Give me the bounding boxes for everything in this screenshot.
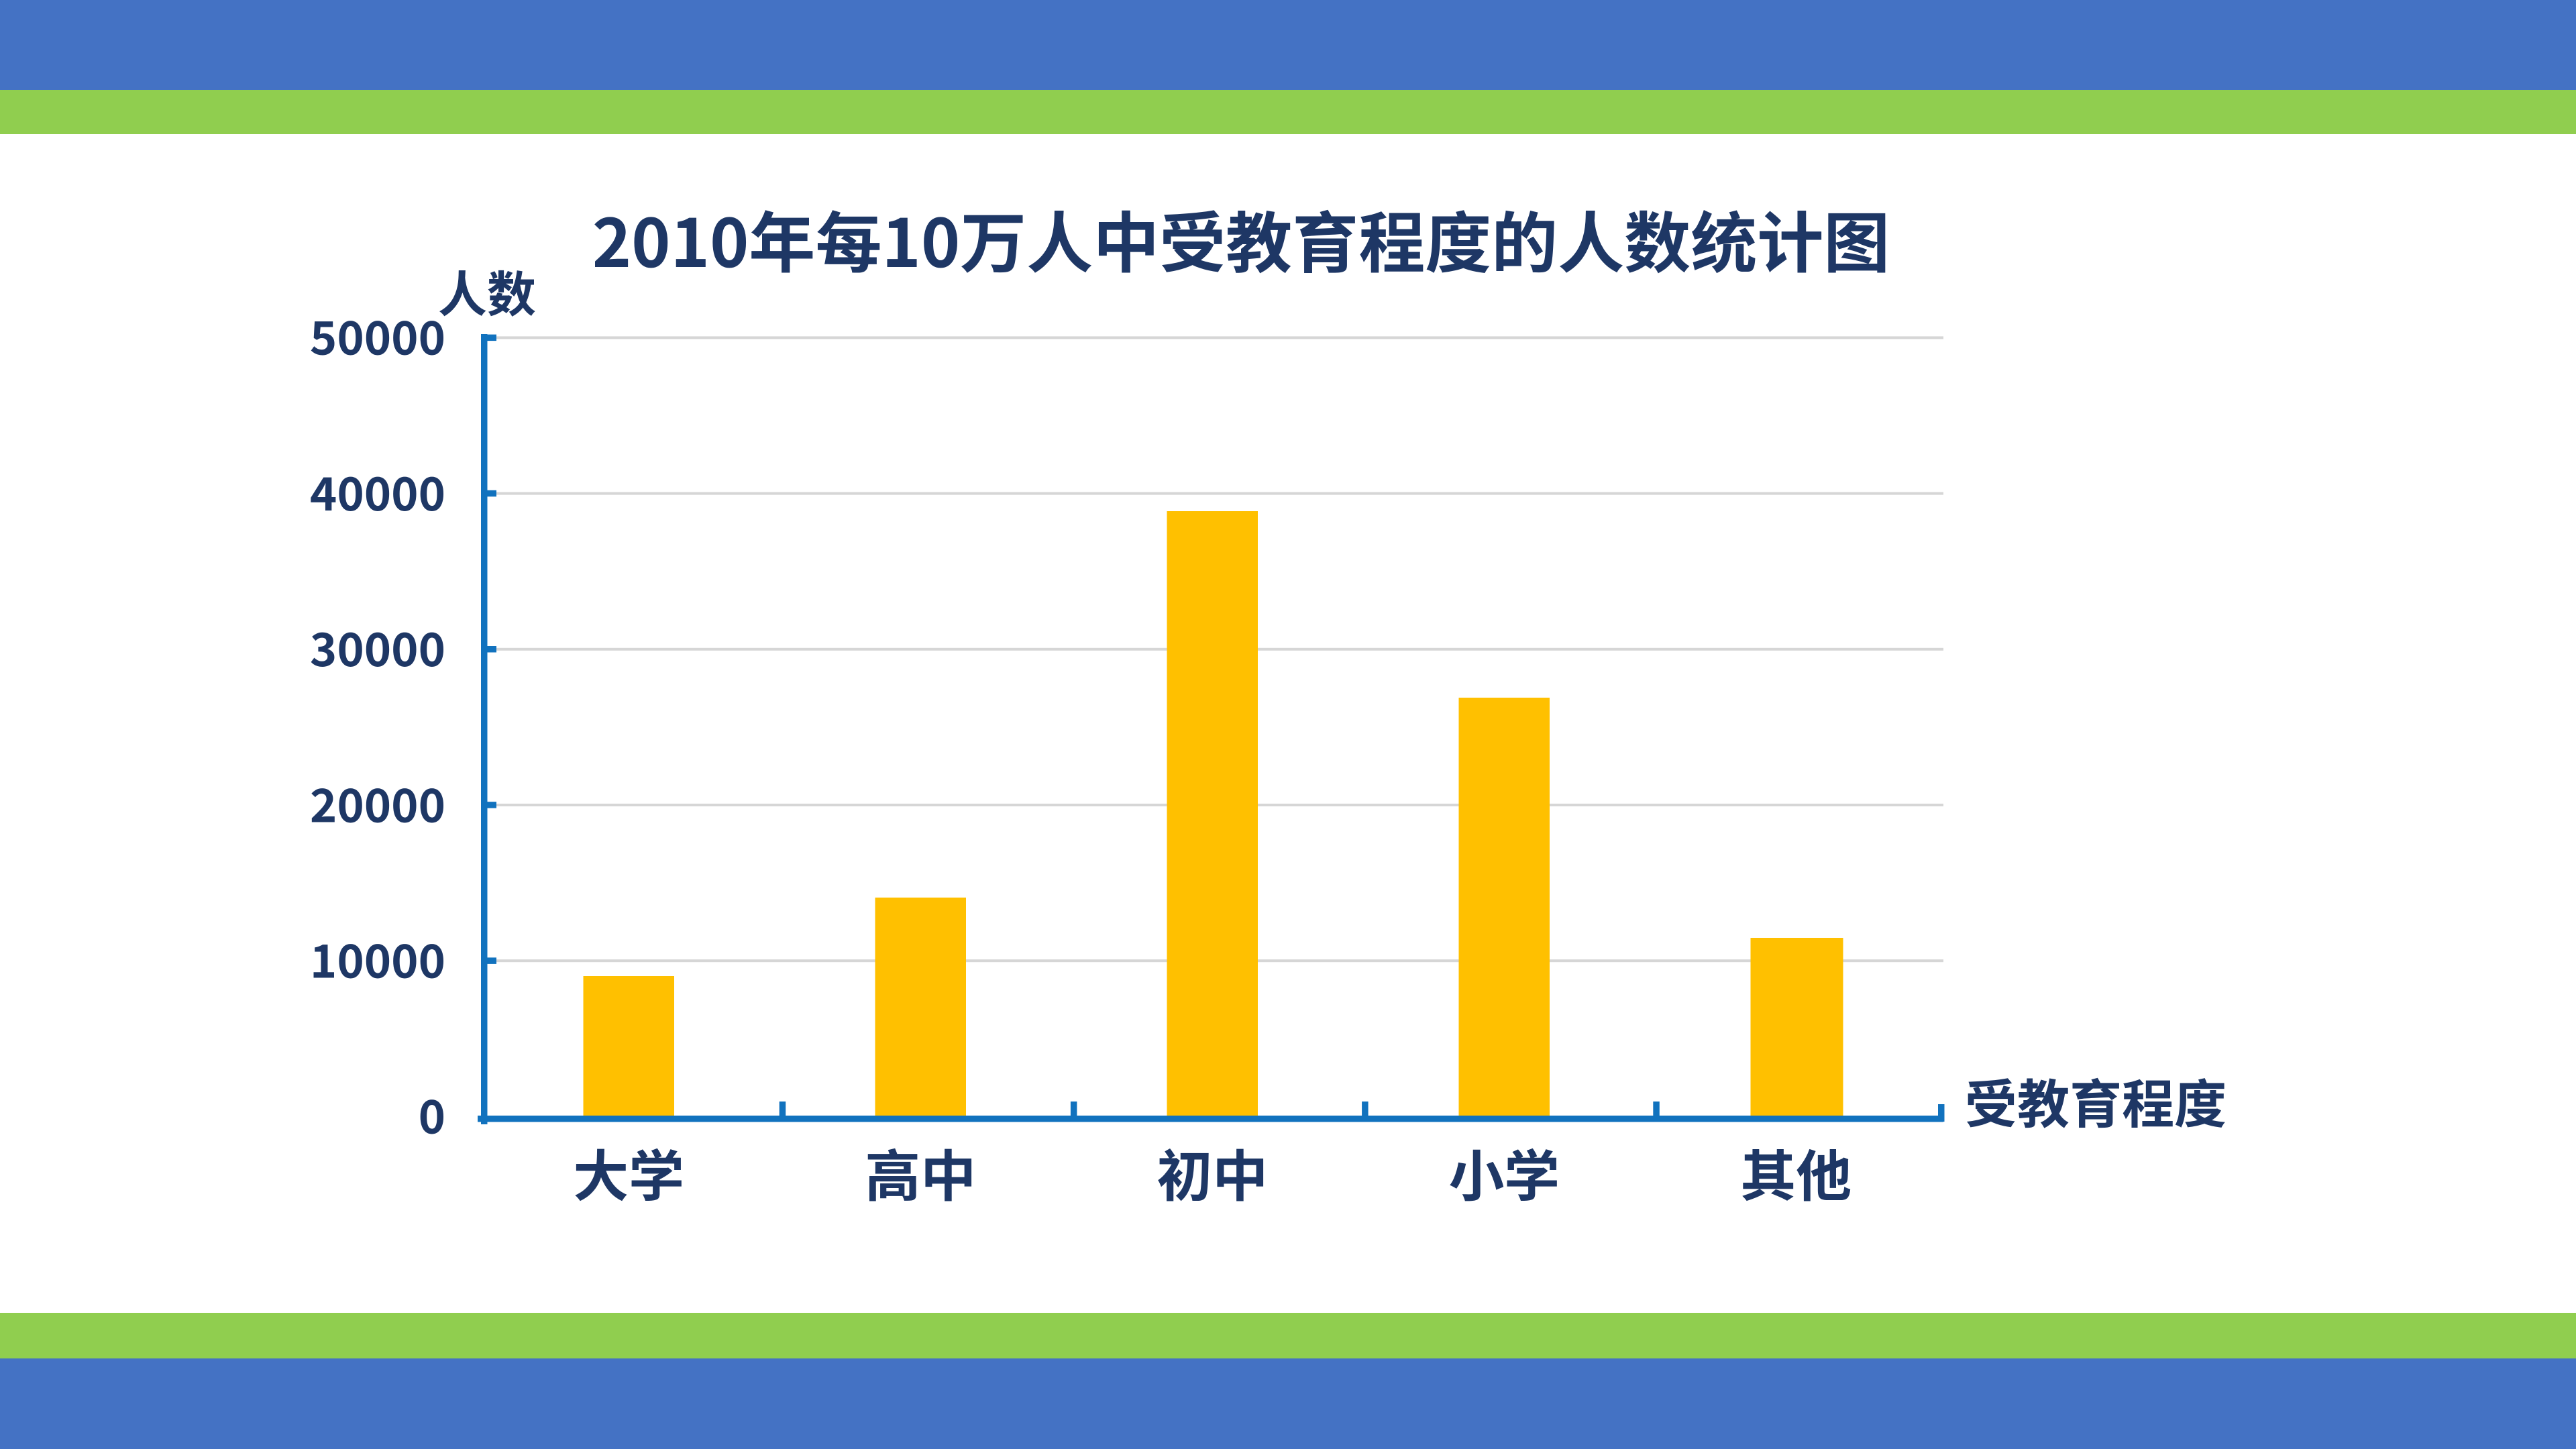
svg-text:小学: 小学 bbox=[1448, 1132, 1560, 1212]
svg-text:高中: 高中 bbox=[865, 1132, 976, 1212]
svg-text:30000: 30000 bbox=[310, 613, 445, 680]
svg-text:40000: 40000 bbox=[310, 458, 445, 524]
svg-text:人数: 人数 bbox=[438, 256, 536, 327]
svg-text:大学: 大学 bbox=[573, 1132, 684, 1212]
svg-text:0: 0 bbox=[419, 1081, 445, 1147]
svg-text:受教育程度: 受教育程度 bbox=[1965, 1063, 2226, 1138]
svg-text:20000: 20000 bbox=[310, 769, 445, 835]
svg-text:50000: 50000 bbox=[310, 302, 445, 368]
svg-text:10000: 10000 bbox=[310, 925, 445, 991]
svg-text:其他: 其他 bbox=[1740, 1132, 1851, 1212]
svg-text:2010年每10万人中受教育程度的人数统计图: 2010年每10万人中受教育程度的人数统计图 bbox=[592, 190, 1890, 286]
svg-text:初中: 初中 bbox=[1157, 1132, 1268, 1212]
